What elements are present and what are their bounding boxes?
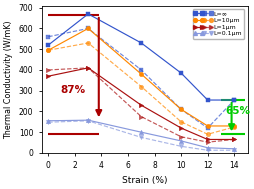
Legend: L=∞, L=10μm, L=1μm, L=0.1μm: L=∞, L=10μm, L=1μm, L=0.1μm <box>192 9 243 39</box>
Text: 65%: 65% <box>224 105 249 115</box>
Y-axis label: Thermal Conductivity (W/mK): Thermal Conductivity (W/mK) <box>4 20 13 139</box>
Text: 87%: 87% <box>60 85 85 95</box>
X-axis label: Strain (%): Strain (%) <box>121 176 167 185</box>
